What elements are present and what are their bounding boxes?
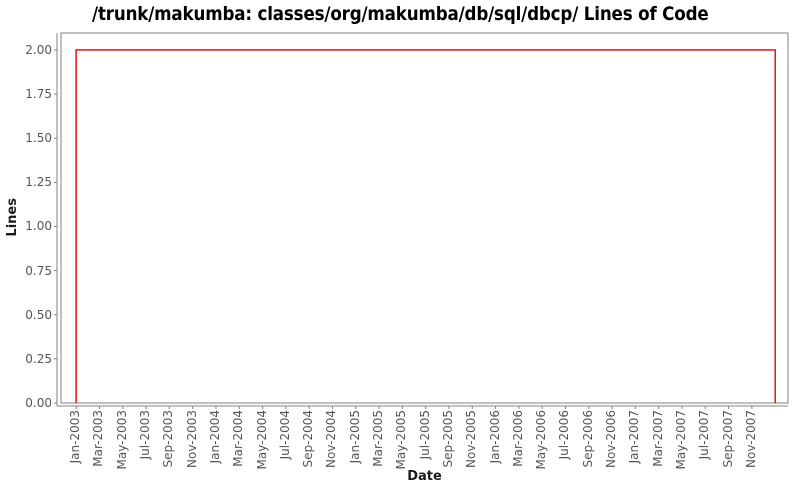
x-tick-label: Mar-2007 — [650, 410, 665, 467]
y-tick-label: 0.25 — [25, 351, 52, 366]
x-tick-label: Nov-2003 — [184, 410, 199, 468]
x-tick-label: Jan-2004 — [207, 410, 222, 464]
x-tick-label: Sep-2005 — [440, 410, 455, 468]
x-tick-label: Mar-2006 — [510, 410, 525, 467]
x-tick-label: Jul-2005 — [417, 410, 432, 460]
x-axis-title: Date — [407, 469, 442, 484]
y-tick-label: 1.75 — [25, 87, 52, 102]
x-tick-label: Nov-2005 — [464, 410, 479, 468]
x-tick-label: Nov-2007 — [743, 410, 758, 468]
chart-title-text: /trunk/makumba: classes/org/makumba/db/s… — [91, 3, 709, 25]
x-tick-label: Nov-2006 — [604, 410, 619, 468]
x-tick-label: Jan-2006 — [487, 410, 502, 464]
series-line-lines-of-code — [75, 49, 776, 403]
chart-title: /trunk/makumba: classes/org/makumba/db/s… — [0, 3, 800, 25]
x-tick-label: Mar-2005 — [371, 410, 386, 467]
y-tick-label: 0.75 — [25, 263, 52, 278]
x-tick-label: May-2003 — [114, 410, 129, 470]
x-tick-label: Jul-2003 — [138, 410, 153, 460]
x-tick-label: Jan-2007 — [627, 410, 642, 464]
x-tick-label: Sep-2006 — [580, 410, 595, 468]
x-tick-label: May-2005 — [394, 410, 409, 470]
x-tick-label: Sep-2007 — [720, 410, 735, 468]
x-tick-label: Sep-2003 — [161, 410, 176, 468]
x-tick-label: Jul-2006 — [557, 410, 572, 460]
x-tick-label: Jan-2003 — [68, 410, 83, 464]
x-tick-label: Mar-2003 — [91, 410, 106, 467]
plot-border — [60, 32, 789, 404]
y-axis-title: Lines — [5, 198, 20, 237]
x-tick-label: Mar-2004 — [231, 410, 246, 467]
y-tick-label: 0.00 — [25, 396, 52, 410]
y-tick-label: 1.00 — [25, 219, 52, 234]
x-tick-label: Jan-2005 — [347, 410, 362, 464]
x-tick-label: Nov-2004 — [324, 410, 339, 468]
x-tick-label: Sep-2004 — [301, 410, 316, 468]
x-tick-label: May-2006 — [534, 410, 549, 470]
y-tick-label: 0.50 — [25, 307, 52, 322]
x-tick-label: May-2007 — [673, 410, 688, 470]
x-tick-label: Jul-2004 — [277, 410, 292, 460]
x-tick-label: May-2004 — [254, 410, 269, 470]
y-tick-label: 1.50 — [25, 131, 52, 146]
x-tick-label: Jul-2007 — [697, 410, 712, 460]
y-tick-label: 2.00 — [25, 42, 52, 57]
y-tick-label: 1.25 — [25, 175, 52, 190]
